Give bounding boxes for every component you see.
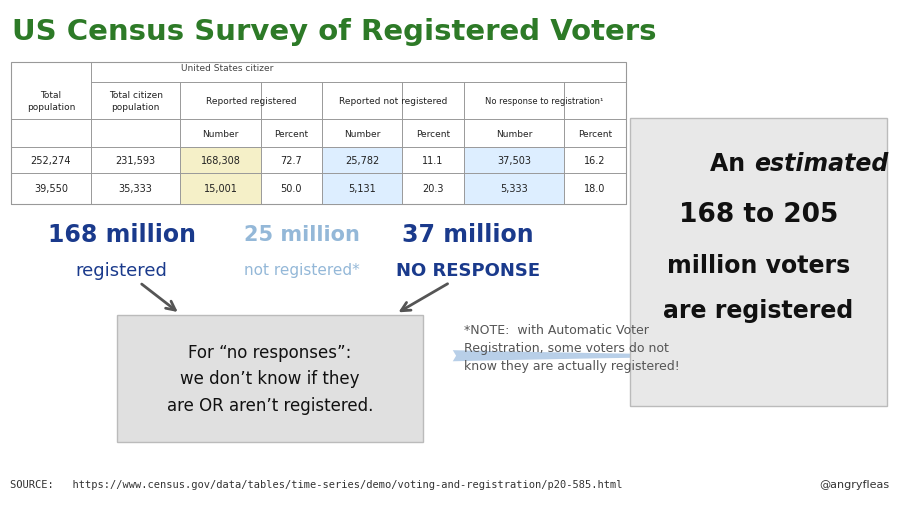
Text: 231,593: 231,593 (116, 156, 156, 166)
Text: 25,782: 25,782 (345, 156, 379, 166)
Text: NO RESPONSE: NO RESPONSE (396, 261, 540, 279)
Text: Number: Number (496, 129, 532, 138)
Text: 168,308: 168,308 (201, 156, 240, 166)
Text: US Census Survey of Registered Voters: US Census Survey of Registered Voters (12, 18, 656, 45)
Text: 168 million: 168 million (48, 223, 195, 247)
FancyBboxPatch shape (630, 119, 886, 407)
Text: For “no responses”:
we don’t know if they
are OR aren’t registered.: For “no responses”: we don’t know if the… (166, 343, 374, 414)
Text: 37,503: 37,503 (497, 156, 531, 166)
FancyBboxPatch shape (464, 148, 564, 173)
Text: are registered: are registered (663, 298, 853, 323)
FancyBboxPatch shape (464, 173, 564, 205)
FancyBboxPatch shape (180, 173, 261, 205)
Text: No response to registration¹: No response to registration¹ (485, 97, 604, 106)
Text: Total citizen
population: Total citizen population (109, 91, 163, 111)
Text: An: An (710, 152, 754, 176)
Text: *NOTE:  with Automatic Voter
Registration, some voters do not
know they are actu: *NOTE: with Automatic Voter Registration… (464, 323, 680, 372)
FancyBboxPatch shape (180, 148, 261, 173)
FancyBboxPatch shape (11, 63, 625, 205)
Text: 252,274: 252,274 (31, 156, 71, 166)
Text: 5,333: 5,333 (500, 184, 527, 194)
Text: Reported registered: Reported registered (206, 97, 296, 106)
Text: Number: Number (344, 129, 381, 138)
Text: 5,131: 5,131 (348, 184, 376, 194)
Text: SOURCE:   https://www.census.gov/data/tables/time-series/demo/voting-and-registr: SOURCE: https://www.census.gov/data/tabl… (10, 479, 623, 489)
Text: registered: registered (76, 261, 167, 279)
Text: Percent: Percent (578, 129, 612, 138)
Text: 168 to 205: 168 to 205 (679, 201, 838, 228)
Text: Reported not registered: Reported not registered (338, 97, 447, 106)
Text: 72.7: 72.7 (281, 156, 302, 166)
Text: Total
population: Total population (27, 91, 75, 111)
Text: 15,001: 15,001 (203, 184, 238, 194)
Text: United States citizer: United States citizer (181, 64, 274, 73)
Text: 18.0: 18.0 (584, 184, 606, 194)
Text: 25 million: 25 million (244, 225, 359, 245)
Text: Percent: Percent (416, 129, 450, 138)
Text: 37 million: 37 million (402, 223, 534, 247)
Text: estimated: estimated (754, 152, 888, 176)
Text: 11.1: 11.1 (422, 156, 444, 166)
Text: 35,333: 35,333 (119, 184, 153, 194)
Text: Percent: Percent (274, 129, 309, 138)
FancyBboxPatch shape (322, 148, 402, 173)
Text: 39,550: 39,550 (34, 184, 68, 194)
Text: @angryfleas: @angryfleas (819, 479, 889, 489)
Text: 16.2: 16.2 (584, 156, 606, 166)
Text: 20.3: 20.3 (422, 184, 444, 194)
Text: Number: Number (202, 129, 238, 138)
Text: 50.0: 50.0 (281, 184, 302, 194)
Text: million voters: million voters (667, 253, 850, 277)
Text: not registered*: not registered* (244, 263, 359, 278)
FancyBboxPatch shape (322, 173, 402, 205)
FancyBboxPatch shape (117, 316, 423, 442)
